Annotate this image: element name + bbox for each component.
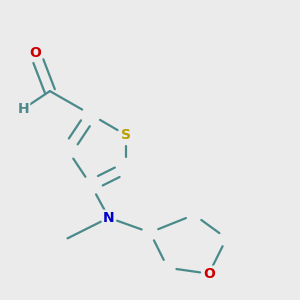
Text: H: H — [18, 102, 29, 116]
Text: N: N — [103, 211, 115, 225]
Text: S: S — [122, 128, 131, 142]
Text: O: O — [203, 267, 215, 281]
Text: O: O — [29, 46, 41, 60]
